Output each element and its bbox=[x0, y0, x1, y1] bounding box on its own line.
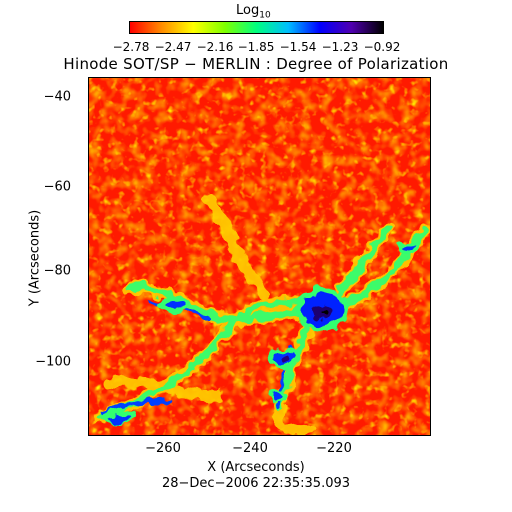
y-tick: −80 bbox=[43, 263, 71, 279]
colorbar bbox=[129, 21, 384, 34]
polarization-map bbox=[88, 77, 431, 436]
colorbar-tick: −0.92 bbox=[363, 40, 401, 54]
y-tick: −40 bbox=[43, 89, 71, 105]
colorbar-title: Log10 bbox=[236, 3, 271, 21]
colorbar-tick: −2.78 bbox=[112, 40, 150, 54]
x-axis-label: X (Arcseconds) bbox=[207, 460, 305, 475]
y-tick: −60 bbox=[43, 179, 71, 195]
chart-title: Hinode SOT/SP − MERLIN : Degree of Polar… bbox=[63, 55, 449, 73]
x-tick: −260 bbox=[145, 441, 181, 456]
colorbar-tick: −1.85 bbox=[237, 40, 275, 54]
colorbar-tick: −2.16 bbox=[196, 40, 234, 54]
y-tick: −100 bbox=[35, 354, 71, 370]
colorbar-tick: −2.47 bbox=[154, 40, 192, 54]
x-tick: −220 bbox=[316, 441, 352, 456]
x-tick: −240 bbox=[232, 441, 268, 456]
observation-timestamp: 28−Dec−2006 22:35:35.093 bbox=[161, 476, 351, 491]
polarization-map-image bbox=[89, 78, 430, 435]
colorbar-tick: −1.54 bbox=[279, 40, 317, 54]
y-axis-label: Y (Arcseconds) bbox=[27, 209, 43, 307]
colorbar-tick: −1.23 bbox=[321, 40, 359, 54]
strong-polarization-patches bbox=[103, 242, 417, 426]
